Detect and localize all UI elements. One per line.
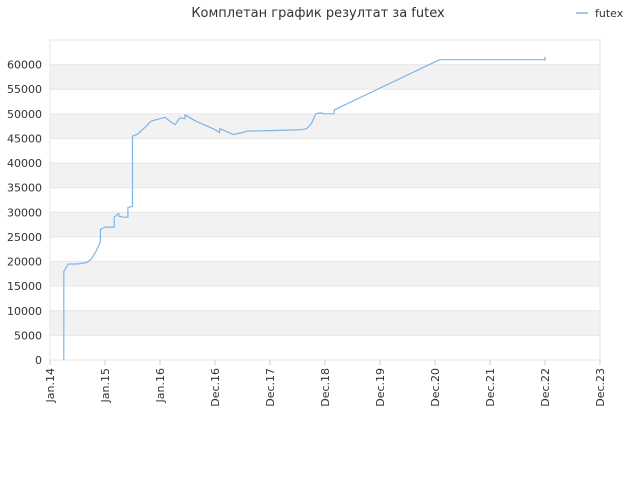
x-tick-label: Dec.21 xyxy=(484,368,497,407)
x-tick-label: Jan.15 xyxy=(99,368,112,403)
x-axis: Jan.14 Jan.15 Jan.16 Dec.16 Dec.17 Dec.18 Dec.… xyxy=(44,360,607,407)
chart-title: Комплетан график резултат за futex xyxy=(191,6,445,21)
legend-label-futex: futex xyxy=(595,7,624,20)
x-tick-label: Dec.22 xyxy=(539,368,552,407)
series-line-futex xyxy=(63,56,546,360)
plot-band xyxy=(50,310,600,336)
plot-band xyxy=(50,64,600,90)
series-layer xyxy=(63,56,546,360)
x-tick-label: Dec.18 xyxy=(319,368,332,407)
x-tick-label: Dec.16 xyxy=(209,368,222,407)
y-tick-label: 0 xyxy=(35,354,42,367)
x-tick-label: Dec.23 xyxy=(594,368,607,407)
plot-band xyxy=(50,212,600,237)
x-tick-label: Dec.17 xyxy=(264,368,277,407)
plot-band xyxy=(50,163,600,188)
y-tick-label: 45000 xyxy=(7,132,42,145)
plot-bands xyxy=(50,64,600,336)
x-tick-label: Jan.16 xyxy=(154,368,167,403)
y-tick-label: 15000 xyxy=(7,280,42,293)
legend: futex xyxy=(576,7,624,20)
plot-band xyxy=(50,261,600,287)
y-tick-label: 40000 xyxy=(7,157,42,170)
y-tick-label: 20000 xyxy=(7,256,42,269)
x-tick-label: Dec.20 xyxy=(429,368,442,407)
y-tick-label: 30000 xyxy=(7,206,42,219)
y-axis: 0 5000 10000 15000 20000 25000 30000 35000 40000… xyxy=(7,59,42,367)
y-tick-label: 55000 xyxy=(7,83,42,96)
y-tick-label: 60000 xyxy=(7,59,42,72)
y-tick-label: 25000 xyxy=(7,231,42,244)
y-tick-label: 50000 xyxy=(7,108,42,121)
y-tick-label: 5000 xyxy=(14,329,42,342)
x-tick-label: Jan.14 xyxy=(44,368,57,403)
plot-band xyxy=(50,113,600,139)
y-tick-label: 35000 xyxy=(7,182,42,195)
x-tick-label: Dec.19 xyxy=(374,368,387,407)
y-tick-label: 10000 xyxy=(7,305,42,318)
